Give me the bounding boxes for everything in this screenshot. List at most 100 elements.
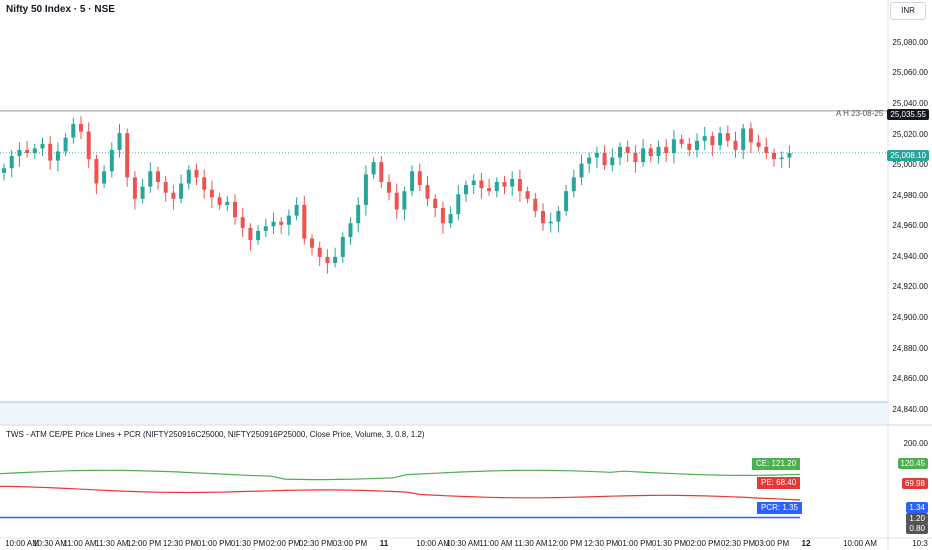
candle-body: [410, 171, 415, 192]
candle-body: [9, 156, 14, 169]
candle-body: [664, 146, 669, 153]
time-tick-label: 12:30 PM: [162, 539, 198, 548]
candle-body: [571, 177, 576, 192]
candle-body: [748, 128, 753, 143]
candle-body: [163, 182, 168, 193]
horizontal-line-label: A H 23-08-25: [836, 109, 884, 118]
candle-body: [194, 169, 199, 178]
price-tick-label: 24,900.00: [892, 313, 928, 323]
candle-body: [248, 227, 253, 241]
candle-body: [787, 152, 792, 158]
candle-body: [579, 163, 584, 178]
time-tick-label: 10:00 AM: [843, 539, 877, 548]
last-price-tag: 25,008.10: [887, 150, 929, 161]
ce-price-line: [0, 469, 801, 481]
candle-body: [756, 142, 761, 147]
candle-body: [171, 192, 176, 199]
candle-body: [548, 221, 553, 224]
candle-body: [618, 146, 622, 158]
candle-body: [2, 168, 6, 173]
candle-body: [294, 204, 299, 216]
currency-button[interactable]: INR: [890, 2, 926, 20]
time-tick-label: 10:30 AM: [33, 539, 67, 548]
price-tick-label: 24,860.00: [892, 374, 928, 384]
candle-body: [63, 137, 68, 152]
candle-body: [695, 140, 699, 150]
candle-body: [525, 191, 530, 199]
candle-body: [471, 180, 476, 186]
indicator-title[interactable]: TWS - ATM CE/PE Price Lines + PCR (NIFTY…: [6, 430, 425, 439]
candle-body: [602, 152, 607, 166]
candle-body: [148, 171, 153, 187]
candle-body: [379, 162, 384, 182]
candle-body: [86, 131, 91, 160]
shaded-band: [0, 402, 888, 424]
time-tick-label: 02:30 PM: [720, 539, 756, 548]
ce-value-tag: 120.45: [897, 458, 928, 469]
candle-body: [140, 186, 145, 199]
candle-body: [594, 152, 599, 158]
candle-body: [225, 201, 230, 205]
candle-body: [302, 204, 307, 239]
candle-body: [240, 217, 245, 228]
candle-body: [186, 169, 191, 184]
candle-body: [541, 211, 545, 224]
candle-body: [317, 247, 322, 257]
time-tick-label: 10:00 AM: [5, 539, 39, 548]
ce-line-label: CE: 121.20: [752, 458, 801, 470]
candle-body: [402, 191, 407, 210]
time-tick-label: 12:30 PM: [583, 539, 619, 548]
candle-body: [156, 171, 160, 182]
candle-body: [564, 191, 569, 212]
time-tick-label: 11:00 AM: [479, 539, 513, 548]
price-tick-label: 24,840.00: [892, 404, 928, 414]
candle-body: [556, 211, 561, 222]
candle-body: [202, 177, 207, 190]
candle-body: [387, 182, 391, 193]
candle-body: [587, 157, 592, 164]
candle-body: [256, 230, 261, 241]
candle-body: [648, 148, 653, 157]
time-tick-label: 11:30 AM: [95, 539, 129, 548]
candle-body: [286, 215, 291, 225]
candle-body: [179, 183, 184, 199]
price-tick-label: 24,920.00: [892, 282, 928, 292]
candle-body: [779, 157, 784, 160]
candle-body: [279, 221, 284, 225]
time-tick-label: 01:00 PM: [196, 539, 232, 548]
time-tick-label: 10:00 AM: [416, 539, 450, 548]
pe-line-label: PE: 68.40: [757, 477, 801, 489]
candle-body: [710, 136, 715, 146]
candle-body: [448, 214, 453, 224]
time-tick-label: 10:30 AM: [446, 539, 480, 548]
price-tick-label: 24,960.00: [892, 221, 928, 231]
candle-body: [325, 256, 330, 263]
candle-body: [741, 128, 746, 150]
time-tick-label: 12:00 PM: [547, 539, 583, 548]
price-tick-label: 24,880.00: [892, 343, 928, 353]
candle-body: [125, 133, 130, 178]
candle-body: [102, 171, 107, 184]
candle-body: [702, 136, 707, 141]
pcr-lower-tag: 0.80: [906, 523, 928, 534]
price-tick-label: 24,940.00: [892, 251, 928, 261]
price-tick-label: 25,020.00: [892, 129, 928, 139]
candle-body: [17, 149, 22, 157]
candle-body: [48, 143, 53, 161]
time-tick-label: 03:00 PM: [754, 539, 790, 548]
time-tick-label: 01:30 PM: [651, 539, 687, 548]
indicator-tick-label: 200.00: [903, 439, 928, 449]
time-tick-label: 11:00 AM: [63, 539, 97, 548]
candle-body: [371, 162, 376, 175]
candle-body: [25, 149, 30, 153]
candle-body: [502, 182, 507, 187]
candle-body: [764, 146, 769, 153]
time-tick-label: 02:00 PM: [265, 539, 301, 548]
candle-body: [425, 185, 430, 199]
candle-body: [510, 178, 515, 187]
candle-body: [772, 152, 776, 160]
candle-body: [132, 177, 137, 199]
candle-body: [340, 237, 345, 257]
symbol-title[interactable]: Nifty 50 Index · 5 · NSE: [6, 4, 115, 15]
